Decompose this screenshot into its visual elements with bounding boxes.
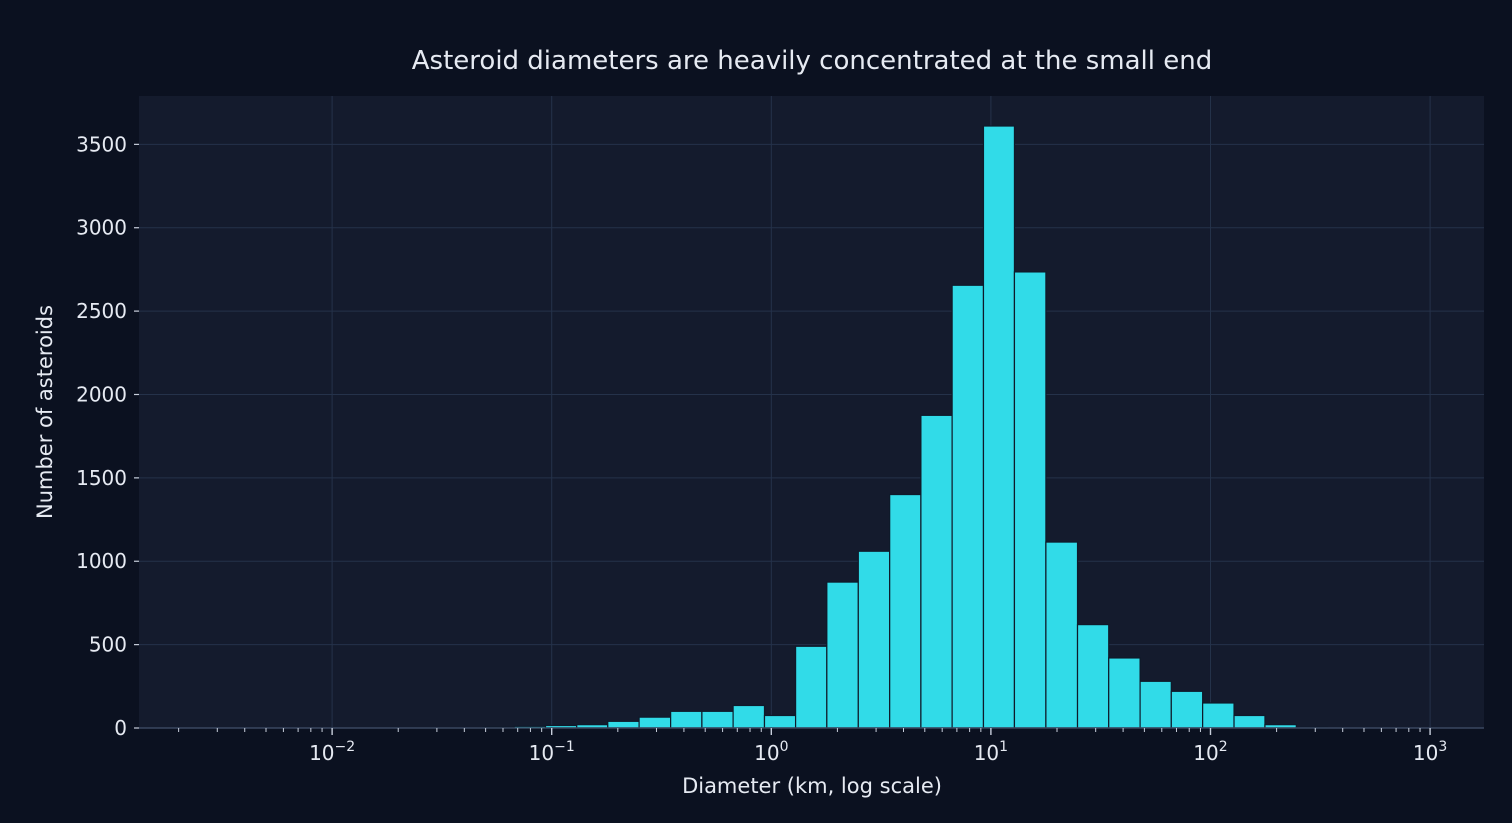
x-ticks: 10−2 10−1 100 101 102 103: [179, 728, 1448, 765]
y-tick-label: 2000: [76, 382, 127, 406]
plot-area: [139, 96, 1484, 728]
histogram-bar: [1203, 703, 1234, 728]
histogram-bar: [858, 551, 889, 728]
y-tick-label: 3000: [76, 216, 127, 240]
histogram-bar: [1046, 542, 1078, 728]
histogram-bar: [639, 717, 671, 728]
histogram-bar: [1171, 691, 1202, 728]
x-tick-label: 102: [1193, 739, 1227, 765]
x-tick-label: 103: [1413, 739, 1447, 765]
x-tick-label: 100: [754, 739, 788, 765]
x-tick-label: 10−1: [529, 739, 575, 765]
histogram-bar: [890, 495, 921, 728]
histogram-bar: [1234, 715, 1265, 728]
histogram-bar: [1109, 658, 1140, 728]
y-ticks: 0 500 1000 1500 2000 2500 3000 3500: [76, 132, 139, 740]
histogram-bar: [733, 705, 764, 728]
y-tick-label: 1000: [76, 549, 127, 573]
histogram-bar: [608, 721, 639, 728]
histogram-bar: [827, 582, 858, 728]
x-tick-label: 101: [974, 739, 1008, 765]
y-axis-label: Number of asteroids: [33, 305, 57, 519]
histogram-bar: [764, 715, 795, 728]
histogram-bar: [796, 646, 827, 728]
histogram-bar: [921, 415, 952, 728]
histogram-bar: [983, 126, 1014, 728]
histogram-bar: [952, 285, 983, 728]
histogram-bar: [702, 711, 733, 728]
x-axis-label: Diameter (km, log scale): [682, 774, 942, 798]
y-tick-label: 1500: [76, 466, 127, 490]
x-tick-label: 10−2: [309, 739, 355, 765]
histogram-bar: [1140, 681, 1171, 728]
chart-title: Asteroid diameters are heavily concentra…: [412, 46, 1212, 76]
y-tick-label: 500: [89, 633, 127, 657]
y-tick-label: 3500: [76, 132, 127, 156]
histogram-bar: [1078, 625, 1109, 728]
y-tick-label: 2500: [76, 299, 127, 323]
histogram-bar: [671, 711, 702, 728]
histogram-bar: [1014, 272, 1045, 728]
y-tick-label: 0: [114, 716, 127, 740]
